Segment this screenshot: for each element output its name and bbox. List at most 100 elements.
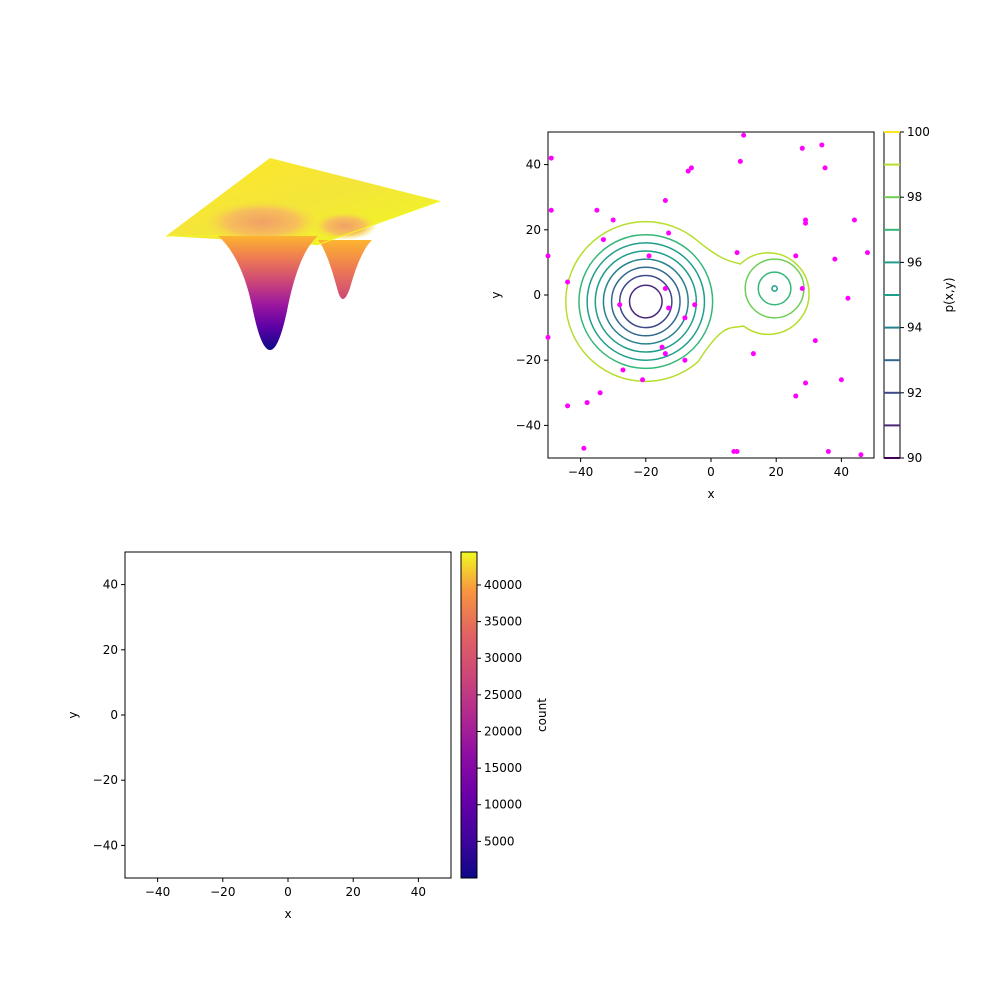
scatter-point	[851, 217, 857, 223]
colorbar-tick-label: 15000	[484, 761, 522, 775]
scatter-point	[565, 279, 571, 285]
scatter-point	[617, 302, 623, 308]
contour-panel: −40 −20 0 20 40 −40 −20 0 20 40 x y 90 92 94 96 98 10…	[489, 125, 956, 501]
colorbar-tick-label: 92	[907, 386, 922, 400]
contour-line	[594, 250, 698, 353]
scatter-point	[610, 217, 616, 223]
scatter-point	[741, 132, 747, 138]
histogram-colorbar: 5000 10000 15000 20000 25000 30000 35000 40000	[460, 551, 522, 879]
y-tick-label: −20	[516, 353, 541, 367]
scatter-point	[548, 207, 554, 213]
colorbar-tick-label: 100	[907, 125, 930, 139]
scatter-point	[864, 250, 870, 256]
x-tick-label: 40	[411, 885, 426, 899]
scatter-point	[565, 403, 571, 409]
y-tick-label: 20	[526, 223, 541, 237]
scatter-point	[819, 142, 825, 148]
scatter-point	[682, 357, 688, 363]
x-tick-label: 0	[284, 885, 292, 899]
y-tick-label: 40	[526, 158, 541, 172]
scatter-point	[799, 285, 805, 291]
scatter-point	[594, 207, 600, 213]
y-tick-label: 20	[103, 643, 118, 657]
x-tick-label: −40	[145, 885, 170, 899]
histogram-x-label: x	[284, 907, 291, 921]
colorbar-tick-label: 90	[907, 451, 922, 465]
contour-line	[578, 233, 714, 370]
scatter-point	[662, 285, 668, 291]
scatter-point	[838, 377, 844, 383]
scatter-point	[692, 302, 698, 308]
y-tick-label: −40	[516, 418, 541, 432]
colorbar-tick-label: 20000	[484, 724, 522, 738]
contour-plot-area	[545, 132, 870, 458]
histogram-axes-frame	[124, 551, 452, 879]
colorbar-tick-label: 40000	[484, 578, 522, 592]
surface-well-left	[218, 236, 318, 350]
scatter-point	[750, 351, 756, 357]
x-tick-label: −40	[568, 465, 593, 479]
x-tick-label: 40	[834, 465, 849, 479]
scatter-point	[666, 305, 672, 311]
colorbar-tick-label: 10000	[484, 798, 522, 812]
scatter-point	[646, 253, 652, 259]
scatter-point	[600, 237, 606, 243]
surface-panel	[166, 158, 441, 350]
contour-line	[628, 284, 663, 319]
colorbar-tick-label: 25000	[484, 688, 522, 702]
histogram-panel: −40 −20 0 20 40 −40 −20 0 20 40 x y 5000 10000 150…	[66, 551, 549, 921]
histogram-y-label: y	[66, 711, 80, 718]
contour-line	[771, 285, 778, 292]
x-tick-label: −20	[633, 465, 658, 479]
histogram-x-ticks: −40 −20 0 20 40	[145, 878, 426, 899]
scatter-point	[581, 445, 587, 451]
scatter-point	[597, 390, 603, 396]
histogram-colorbar-label: count	[535, 698, 549, 732]
histogram-colorbar-fill	[461, 552, 477, 878]
colorbar-tick-label: 35000	[484, 615, 522, 629]
scatter-point	[832, 256, 838, 262]
y-tick-label: 0	[110, 708, 118, 722]
scatter-point	[799, 145, 805, 151]
contour-colorbar-label: p(x,y)	[942, 278, 956, 313]
scatter-point	[803, 380, 809, 386]
scatter-point	[793, 393, 799, 399]
x-tick-label: 20	[769, 465, 784, 479]
scatter-point	[584, 400, 590, 406]
y-tick-label: −20	[93, 773, 118, 787]
scatter-point	[737, 158, 743, 164]
contour-x-ticks: −40 −20 0 20 40	[568, 458, 849, 479]
scatter-point	[793, 253, 799, 259]
scatter-point	[825, 448, 831, 454]
scatter-point	[545, 334, 551, 340]
colorbar-tick-label: 30000	[484, 651, 522, 665]
scatter-point	[662, 351, 668, 357]
contour-line	[757, 271, 792, 306]
surface-rim-right	[313, 212, 377, 240]
contour-line-outer	[565, 220, 810, 383]
scatter-point	[822, 165, 828, 171]
scatter-point	[640, 377, 646, 383]
scatter-point	[731, 448, 737, 454]
scatter-point	[812, 338, 818, 344]
scatter-point	[858, 452, 864, 458]
scatter-point	[662, 197, 668, 203]
contour-colorbar: 90 92 94 96 98 100	[883, 125, 930, 465]
contour-line	[586, 242, 706, 361]
surface-well-right	[318, 240, 372, 299]
scatter-point	[685, 168, 691, 174]
x-tick-label: 0	[707, 465, 715, 479]
scatter-point	[545, 253, 551, 259]
scatter-point	[688, 165, 694, 171]
scatter-point	[659, 344, 665, 350]
scatter-point	[803, 220, 809, 226]
x-tick-label: −20	[210, 885, 235, 899]
scatter-point	[845, 295, 851, 301]
histogram-colorbar-frame	[460, 551, 478, 879]
scatter-point	[682, 315, 688, 321]
colorbar-tick-label: 94	[907, 321, 922, 335]
y-tick-label: 0	[533, 288, 541, 302]
contour-y-ticks: −40 −20 0 20 40	[516, 158, 548, 432]
scatter-point	[666, 230, 672, 236]
colorbar-tick-label: 5000	[484, 834, 515, 848]
